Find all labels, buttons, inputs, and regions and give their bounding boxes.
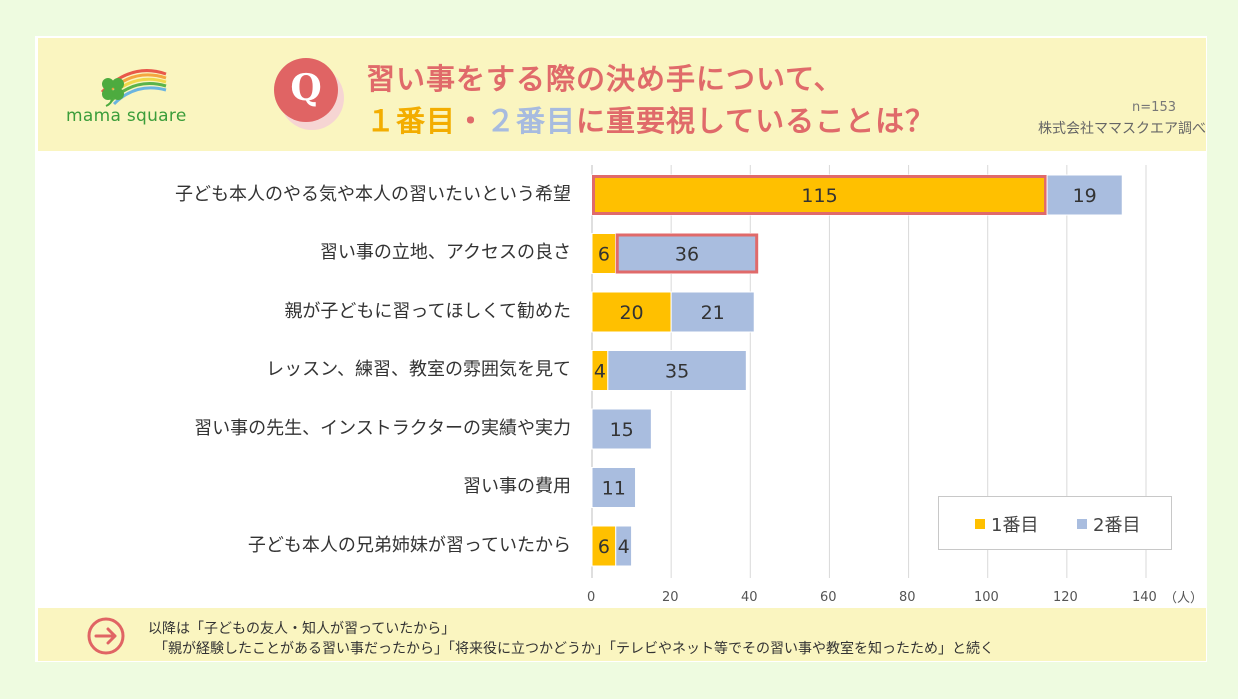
clover-icon <box>102 78 124 107</box>
legend-swatch-second <box>1077 519 1087 529</box>
category-label: 子ども本人の兄弟姉妹が習っていたから <box>247 535 571 556</box>
title-first-label: １番目 <box>366 104 457 138</box>
footer-note-line-2: 「親が経験したことがある習い事だったから」「将来役に立つかどうか」「テレビやネッ… <box>154 641 994 657</box>
x-tick-label: 20 <box>662 590 679 605</box>
category-label: 親が子どもに習ってほしくて勧めた <box>284 301 571 322</box>
x-tick-label: 40 <box>741 590 758 605</box>
source-label: 株式会社ママスクエア調べ <box>1038 121 1206 137</box>
x-tick-label: 120 <box>1053 590 1078 605</box>
logo-text: mama square <box>66 106 187 126</box>
category-label: 習い事の先生、インストラクターの実績や実力 <box>194 418 571 439</box>
x-tick-label: 80 <box>899 590 916 605</box>
legend-label-first: 1番目 <box>991 515 1039 536</box>
title-line-1: 習い事をする際の決め手について、 <box>366 62 844 96</box>
chart-legend: 1番目 2番目 <box>938 496 1172 550</box>
arrow-right-circle-icon <box>87 617 125 655</box>
mama-square-logo <box>100 69 167 107</box>
category-label: 習い事の費用 <box>463 476 571 497</box>
q-badge-icon <box>274 58 344 130</box>
x-tick-label: 100 <box>974 590 999 605</box>
title-rest: に重要視していることは？ <box>576 104 936 138</box>
x-tick-label: 0 <box>587 590 596 605</box>
x-tick-label: 140 <box>1132 590 1157 605</box>
x-tick-label: 60 <box>820 590 837 605</box>
title-line-2: １番目・２番目に重要視していることは？ <box>366 98 935 140</box>
title-second-label: ２番目 <box>486 104 577 138</box>
x-unit-label: （人） <box>1164 591 1204 606</box>
category-label: 習い事の立地、アクセスの良さ <box>319 242 571 263</box>
legend-swatch-first <box>975 519 985 529</box>
q-letter: Q <box>290 67 322 109</box>
header-band <box>38 38 1206 151</box>
legend-label-second: 2番目 <box>1093 515 1141 536</box>
title-separator: ・ <box>456 104 487 138</box>
footer-band <box>38 608 1206 661</box>
sample-size: n=153 <box>1132 100 1176 115</box>
footer-note-line-1: 以降は「子どもの友人・知人が習っていたから」 <box>148 621 456 637</box>
rainbow-blue-arc <box>112 86 167 106</box>
category-label: 子ども本人のやる気や本人の習いたいという希望 <box>175 184 571 205</box>
category-label: レッスン、練習、教室の雰囲気を見て <box>266 359 571 380</box>
